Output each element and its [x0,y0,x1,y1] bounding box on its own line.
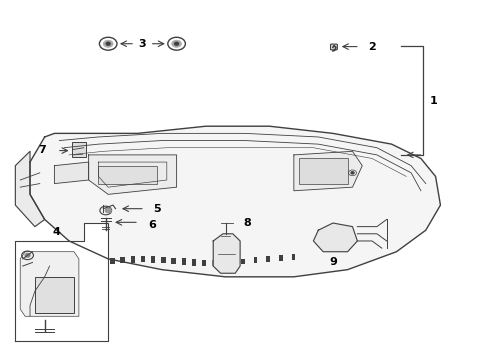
Text: 7: 7 [38,144,46,154]
Text: 9: 9 [329,257,337,267]
Circle shape [351,172,354,174]
Text: 4: 4 [53,227,61,237]
Bar [182,258,186,265]
Polygon shape [314,223,357,252]
Bar [72,142,86,157]
FancyBboxPatch shape [331,44,337,50]
Text: 6: 6 [148,220,156,230]
Bar [212,260,217,266]
Text: 1: 1 [429,96,437,106]
Bar [254,257,257,263]
Bar [98,166,157,184]
Bar [110,258,115,264]
Circle shape [174,42,178,45]
Bar [228,260,232,265]
Circle shape [172,40,181,47]
Bar [292,254,295,260]
Bar [192,259,196,266]
Circle shape [25,253,30,257]
Polygon shape [89,155,176,194]
Polygon shape [15,223,108,341]
Circle shape [105,208,111,213]
Bar [141,256,145,262]
Bar [279,255,283,261]
Bar [151,256,155,263]
Polygon shape [20,252,79,316]
Bar [299,158,347,184]
Bar [202,260,206,266]
Bar [35,277,74,313]
Text: 8: 8 [244,218,251,228]
Text: 3: 3 [139,39,146,49]
Circle shape [103,40,113,47]
Polygon shape [213,234,240,273]
Text: 2: 2 [368,42,376,52]
Bar [267,256,270,262]
Polygon shape [294,151,362,191]
Text: 5: 5 [153,204,161,214]
Polygon shape [30,126,441,277]
Polygon shape [54,162,89,184]
Bar [121,257,125,264]
Polygon shape [15,151,45,226]
Circle shape [106,42,110,45]
Bar [161,257,166,263]
Bar [130,256,135,263]
Bar [241,258,245,264]
Bar [222,259,227,266]
Bar [172,257,176,264]
